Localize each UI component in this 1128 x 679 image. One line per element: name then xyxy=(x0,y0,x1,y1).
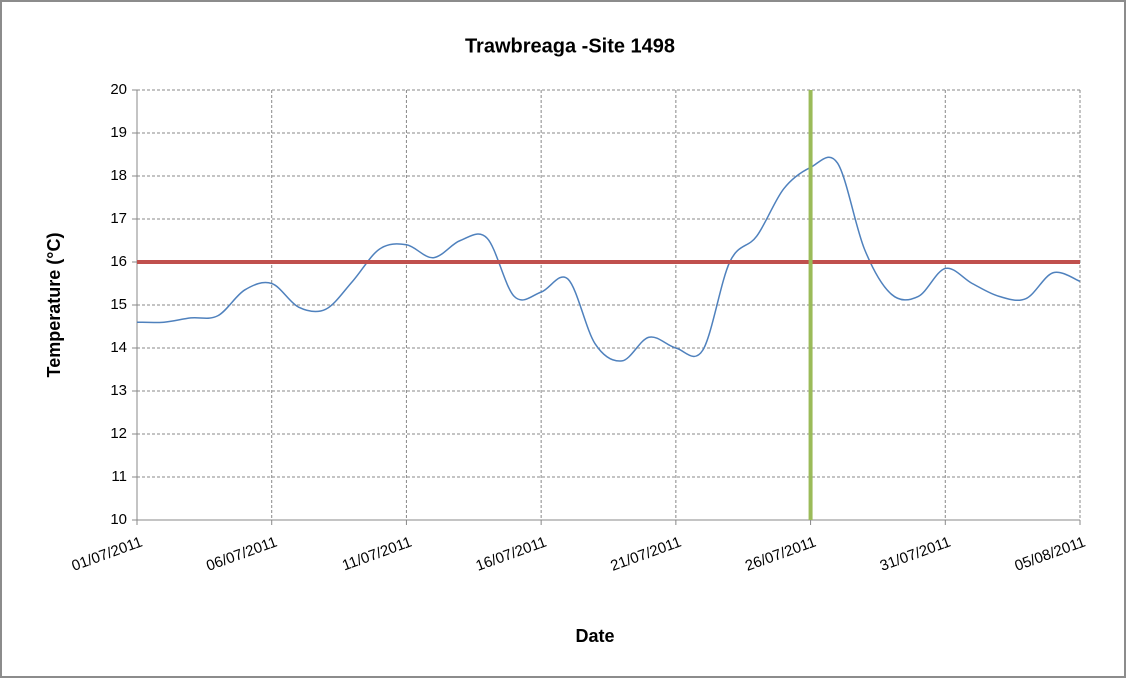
chart-title: Trawbreaga -Site 1498 xyxy=(465,35,675,57)
y-tick-label: 11 xyxy=(111,468,127,485)
y-tick-label: 14 xyxy=(110,339,127,356)
y-tick-label: 20 xyxy=(110,81,127,98)
data-line xyxy=(136,156,1081,362)
y-tick-label: 10 xyxy=(110,511,127,528)
y-tick-label: 19 xyxy=(110,124,127,141)
y-axis-label: Temperature (°C) xyxy=(44,233,64,378)
y-tick-label: 15 xyxy=(110,296,127,313)
y-tick-label: 18 xyxy=(110,167,127,184)
y-tick-label: 12 xyxy=(110,425,127,442)
y-tick-label: 16 xyxy=(110,253,127,270)
y-tick-label: 13 xyxy=(110,382,127,399)
y-tick-label: 17 xyxy=(110,210,127,227)
x-axis-label: Date xyxy=(575,626,614,646)
